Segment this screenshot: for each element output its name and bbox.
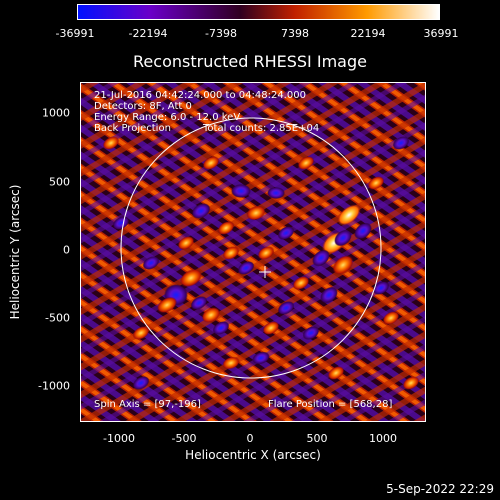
x-tick-label: -1000	[103, 432, 135, 445]
image-fringe-blob	[217, 221, 235, 235]
image-fringe-blob	[202, 156, 220, 170]
image-fringe-blob	[257, 246, 275, 260]
spin-axis-label: Spin Axis = [97,-196]	[94, 399, 201, 410]
flare-position-label: Flare Position = [568,28]	[268, 399, 393, 410]
image-fringe-blob	[297, 156, 315, 170]
image-fringe-blob	[277, 226, 295, 240]
image-fringe-blob	[262, 321, 280, 335]
colorbar-tick-label: 7398	[281, 27, 309, 40]
image-fringe-blob	[292, 276, 310, 290]
image-fringe-blob	[112, 216, 130, 230]
image-fringe-blob	[177, 236, 195, 250]
y-tick-label: 0	[63, 243, 70, 257]
time-range-label: 21-Jul-2016 04:42:24.000 to 04:48:24.000	[94, 90, 306, 101]
image-fringe-blob	[102, 136, 120, 150]
image-fringe-blob	[222, 356, 240, 370]
image-fringe-blob	[334, 229, 352, 247]
image-fringe-blob	[367, 176, 385, 190]
image-fringe-blob	[382, 311, 400, 325]
image-plot-area: 21-Jul-2016 04:42:24.000 to 04:48:24.000…	[80, 82, 426, 422]
reconstructed-image	[81, 83, 425, 421]
colorbar-tick-label: -36991	[55, 27, 95, 40]
x-tick-label: 1000	[369, 432, 397, 445]
y-tick-label: 1000	[42, 106, 70, 120]
image-fringe-blob	[354, 222, 372, 240]
image-fringe-blob	[337, 204, 361, 226]
image-fringe-blob	[190, 296, 208, 310]
x-tick-label: -500	[171, 432, 197, 445]
image-fringe-blob	[246, 205, 266, 221]
image-fringe-blob	[132, 326, 150, 340]
x-axis-label: Heliocentric X (arcsec)	[185, 448, 321, 462]
image-fringe-blob	[327, 366, 345, 380]
total-counts-label: Total counts: 2.85E+04	[203, 123, 320, 134]
image-fringe-blob	[191, 203, 211, 219]
image-fringe-blob	[201, 307, 221, 323]
colorbar-gradient	[78, 5, 439, 19]
colorbar-tick-label: 22194	[350, 27, 386, 40]
y-axis-label: Heliocentric Y (arcsec)	[8, 184, 22, 320]
solar-limb-circle	[120, 117, 382, 379]
image-fringe-blob	[312, 249, 330, 267]
image-fringe-blob	[372, 281, 390, 295]
image-fringe-blob	[142, 256, 160, 270]
image-fringe-blob	[132, 376, 150, 390]
x-tick-label: 0	[246, 432, 254, 445]
image-fringe-blob	[392, 136, 410, 150]
image-fringe-blob	[267, 187, 285, 199]
image-fringe-blob	[212, 321, 230, 335]
image-fringe-blob	[179, 268, 203, 288]
image-fringe-blob	[332, 255, 354, 275]
x-tick-label: 500	[306, 432, 328, 445]
image-fringe-blob	[252, 351, 270, 365]
plot-timestamp: 5-Sep-2022 22:29	[386, 482, 494, 496]
colorbar-tick-label: -7398	[205, 27, 237, 40]
plot-title: Reconstructed RHESSI Image	[133, 52, 367, 71]
image-fringe-blob	[277, 301, 295, 315]
y-tick-label: 500	[49, 175, 70, 189]
colorbar	[77, 4, 440, 20]
image-fringe-blob	[156, 296, 178, 314]
colorbar-tick-label: -22194	[128, 27, 168, 40]
image-fringe-blob	[222, 246, 240, 260]
y-tick-label: -500	[45, 311, 70, 325]
image-fringe-blob	[231, 184, 251, 198]
image-fringe-blob	[237, 261, 255, 275]
image-fringe-blob	[402, 376, 420, 390]
energy-range-label: Energy Range: 6.0 - 12.0 keV	[94, 112, 241, 123]
colorbar-tick-label: 36991	[423, 27, 459, 40]
detectors-label: Detectors: 8F, Att 0	[94, 101, 192, 112]
y-tick-label: -1000	[38, 379, 70, 393]
image-fringe-blob	[320, 286, 338, 304]
image-fringe-blob	[302, 326, 320, 340]
method-label: Back Projection	[94, 123, 171, 134]
